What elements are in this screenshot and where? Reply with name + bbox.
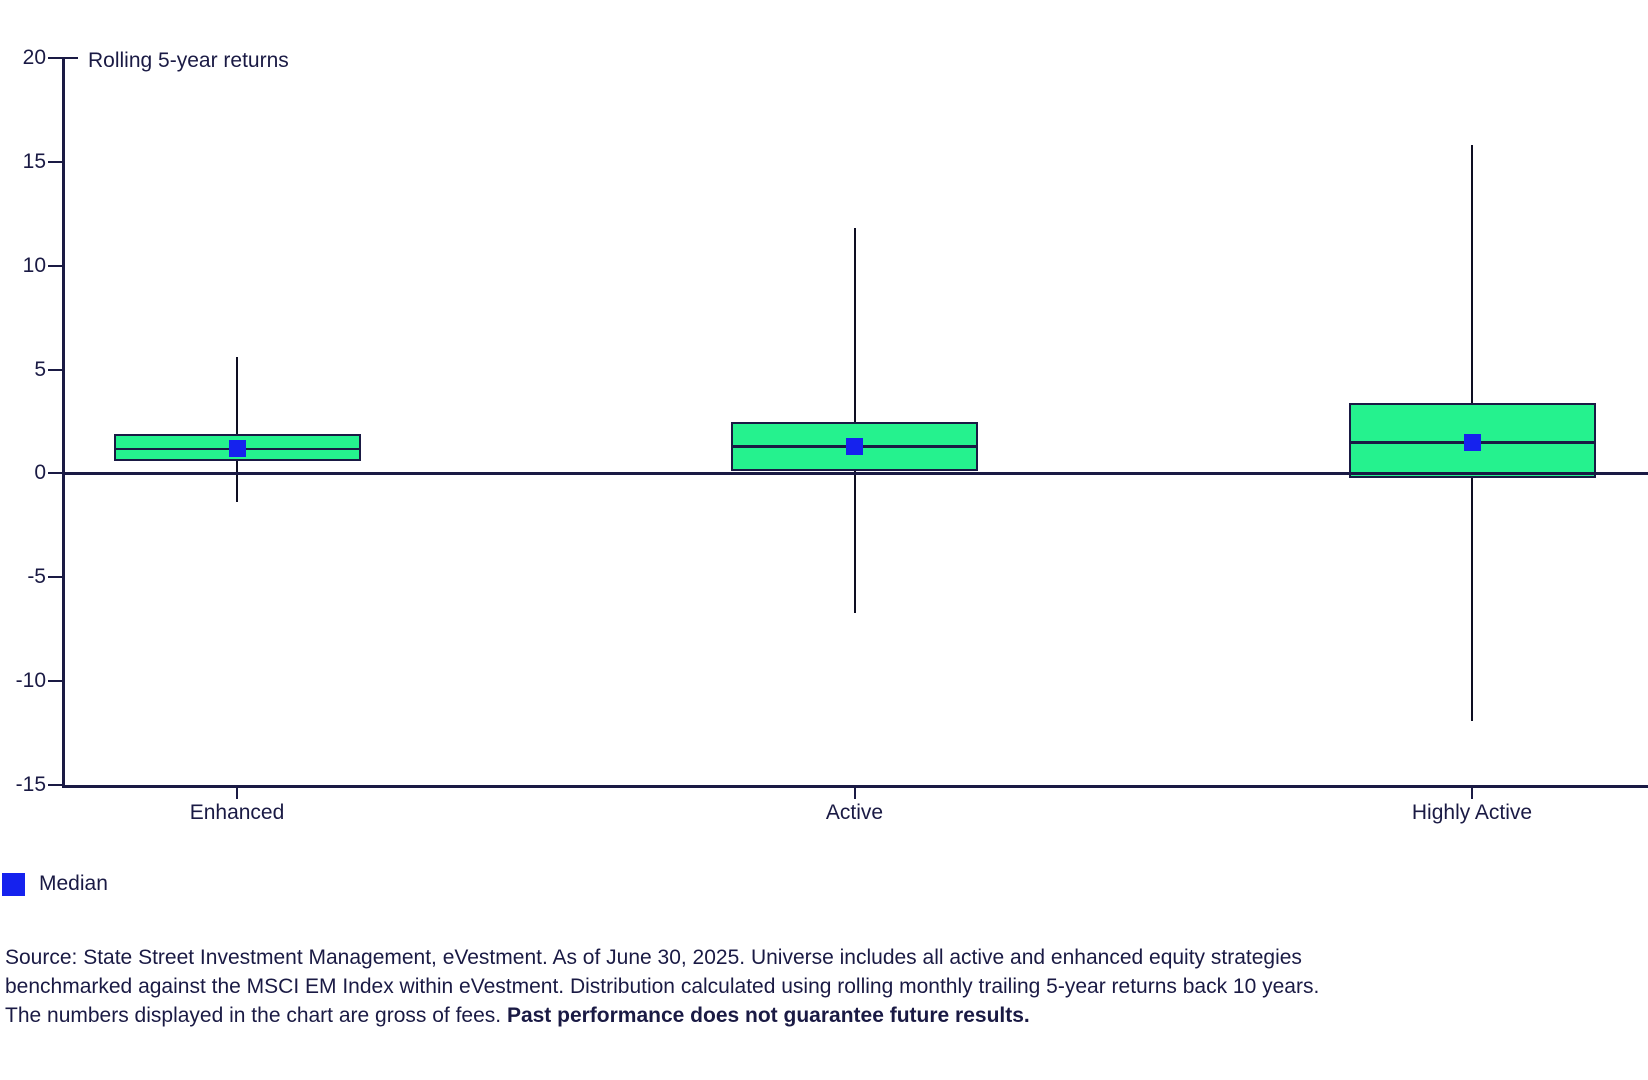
median-marker-0 [228,440,246,457]
source-note: Source: State Street Investment Manageme… [5,943,1319,1030]
y-tick-mark-5 [48,368,64,371]
y-tick-mark-0 [48,472,64,475]
y-tick-mark-15 [48,160,64,163]
y-tick-mark--15 [48,784,64,786]
y-tick-label--15: -15 [15,773,46,796]
box-2 [1348,402,1596,478]
source-line-1: Source: State Street Investment Manageme… [5,946,1302,969]
y-tick-label-0: 0 [34,461,46,485]
whisker-0 [236,357,238,503]
median-marker-2 [1463,433,1481,451]
y-tick-label-10: 10 [22,253,46,277]
x-label-highly-active: Highly Active [1411,801,1533,824]
x-axis-line [62,785,1648,788]
x-label-active: Active [825,801,884,824]
y-tick-label--10: -10 [15,669,46,693]
y-tick-mark--10 [48,680,64,683]
x-tick-mark-1 [853,788,856,799]
median-legend-swatch-icon [2,872,25,896]
y-tick-label-20: 20 [22,46,46,69]
y-tick-label-15: 15 [22,149,46,173]
y-tick-mark-10 [48,264,64,267]
source-line-3-text: The numbers displayed in the chart are g… [5,1004,507,1027]
source-line-2: benchmarked against the MSCI EM Index wi… [5,975,1320,998]
past-performance-disclaimer: Past performance does not guarantee futu… [506,1004,1030,1027]
x-tick-mark-0 [236,788,238,799]
chart-title: Rolling 5-year returns [88,49,289,72]
zero-line [62,472,1648,476]
y-tick-label--5: -5 [27,565,46,589]
median-legend-label: Median [39,872,108,895]
x-label-enhanced: Enhanced [189,801,285,824]
whisker-1 [853,228,856,613]
median-marker-1 [846,437,863,455]
x-tick-mark-2 [1471,788,1473,799]
y-tick-label-5: 5 [34,357,46,381]
y-axis-line [62,57,65,787]
legend: Median [2,872,108,896]
y-tick-mark--5 [48,576,64,579]
source-line-3: The numbers displayed in the chart are g… [5,1001,1319,1030]
